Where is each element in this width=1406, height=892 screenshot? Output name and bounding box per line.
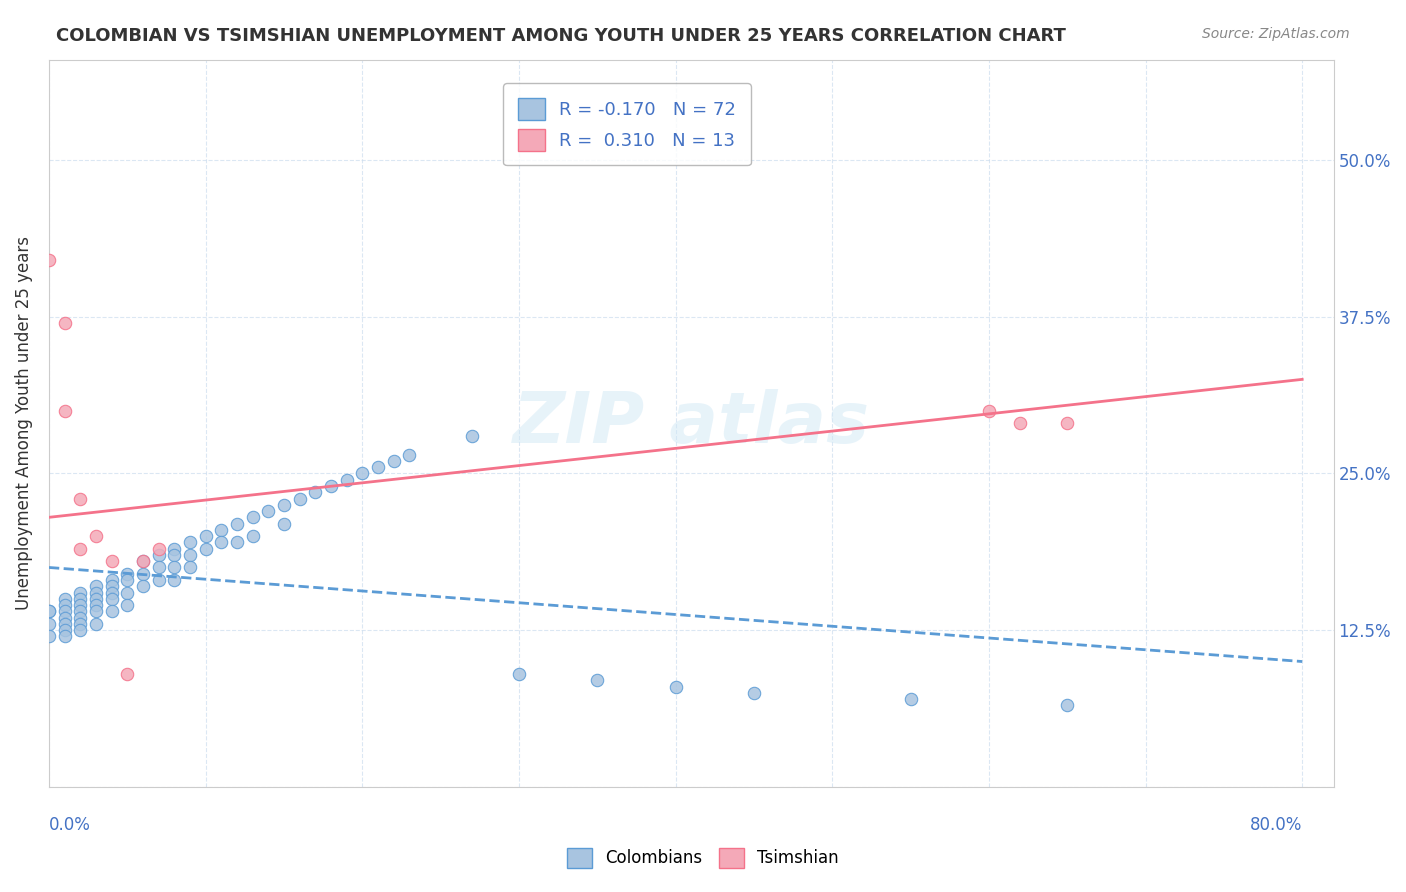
Point (84, 579, 107, 593)
Point (226, 535, 249, 549)
Point (132, 579, 155, 593)
Point (398, 448, 420, 462)
Point (100, 585, 122, 599)
Text: Source: ZipAtlas.com: Source: ZipAtlas.com (1202, 27, 1350, 41)
Legend: R = -0.170   N = 72, R =  0.310   N = 13: R = -0.170 N = 72, R = 0.310 N = 13 (503, 83, 751, 165)
Point (209, 535, 232, 549)
Point (53, 598, 76, 612)
Point (117, 667, 139, 681)
Point (53, 630, 76, 644)
Point (242, 510, 264, 524)
Text: 0.0%: 0.0% (49, 816, 91, 834)
Point (163, 560, 186, 574)
Point (273, 516, 295, 531)
Point (100, 604, 122, 618)
Point (84, 585, 107, 599)
Point (69, 591, 91, 606)
Point (508, 667, 530, 681)
Point (84, 598, 107, 612)
Point (242, 529, 264, 543)
Point (900, 692, 922, 706)
Point (382, 454, 405, 468)
Point (53, 604, 76, 618)
Point (84, 529, 107, 543)
Point (148, 541, 170, 556)
Point (117, 585, 139, 599)
Point (179, 560, 201, 574)
Point (257, 504, 280, 518)
Point (179, 535, 201, 549)
Point (367, 460, 389, 475)
Point (53, 616, 76, 631)
Point (664, 680, 686, 694)
Point (69, 585, 91, 599)
Point (69, 623, 91, 637)
Point (38, 616, 60, 631)
Point (53, 316, 76, 330)
Point (273, 498, 295, 512)
Point (148, 548, 170, 562)
Point (1056, 698, 1078, 713)
Point (69, 604, 91, 618)
Point (1056, 417, 1078, 431)
Y-axis label: Unemployment Among Youth under 25 years: Unemployment Among Youth under 25 years (15, 236, 32, 610)
Point (53, 610, 76, 624)
Point (69, 616, 91, 631)
Point (132, 554, 155, 568)
Point (84, 604, 107, 618)
Point (194, 529, 217, 543)
Legend: Colombians, Tsimshian: Colombians, Tsimshian (561, 841, 845, 875)
Point (100, 579, 122, 593)
Point (69, 610, 91, 624)
Point (53, 403, 76, 417)
Point (319, 479, 342, 493)
Point (117, 573, 139, 587)
Point (69, 491, 91, 506)
Point (132, 554, 155, 568)
Point (586, 673, 609, 688)
Point (38, 604, 60, 618)
Point (38, 604, 60, 618)
Point (53, 591, 76, 606)
Point (1010, 417, 1032, 431)
Point (100, 573, 122, 587)
Point (84, 591, 107, 606)
Point (100, 554, 122, 568)
Point (163, 548, 186, 562)
Point (288, 491, 311, 506)
Point (53, 623, 76, 637)
Point (148, 560, 170, 574)
Point (163, 573, 186, 587)
Point (194, 541, 217, 556)
Point (742, 686, 765, 700)
Point (304, 485, 326, 500)
Text: ZIP atlas: ZIP atlas (513, 389, 870, 458)
Point (148, 573, 170, 587)
Point (38, 630, 60, 644)
Point (117, 566, 139, 581)
Point (336, 473, 359, 487)
Text: 80.0%: 80.0% (1250, 816, 1302, 834)
Point (69, 598, 91, 612)
Point (209, 523, 232, 537)
Text: COLOMBIAN VS TSIMSHIAN UNEMPLOYMENT AMONG YOUTH UNDER 25 YEARS CORRELATION CHART: COLOMBIAN VS TSIMSHIAN UNEMPLOYMENT AMON… (56, 27, 1066, 45)
Point (132, 566, 155, 581)
Point (69, 541, 91, 556)
Point (38, 253, 60, 268)
Point (977, 403, 1000, 417)
Point (117, 598, 139, 612)
Point (100, 591, 122, 606)
Point (461, 429, 484, 443)
Point (226, 516, 249, 531)
Point (179, 548, 201, 562)
Point (163, 541, 186, 556)
Point (352, 467, 374, 481)
Point (84, 616, 107, 631)
